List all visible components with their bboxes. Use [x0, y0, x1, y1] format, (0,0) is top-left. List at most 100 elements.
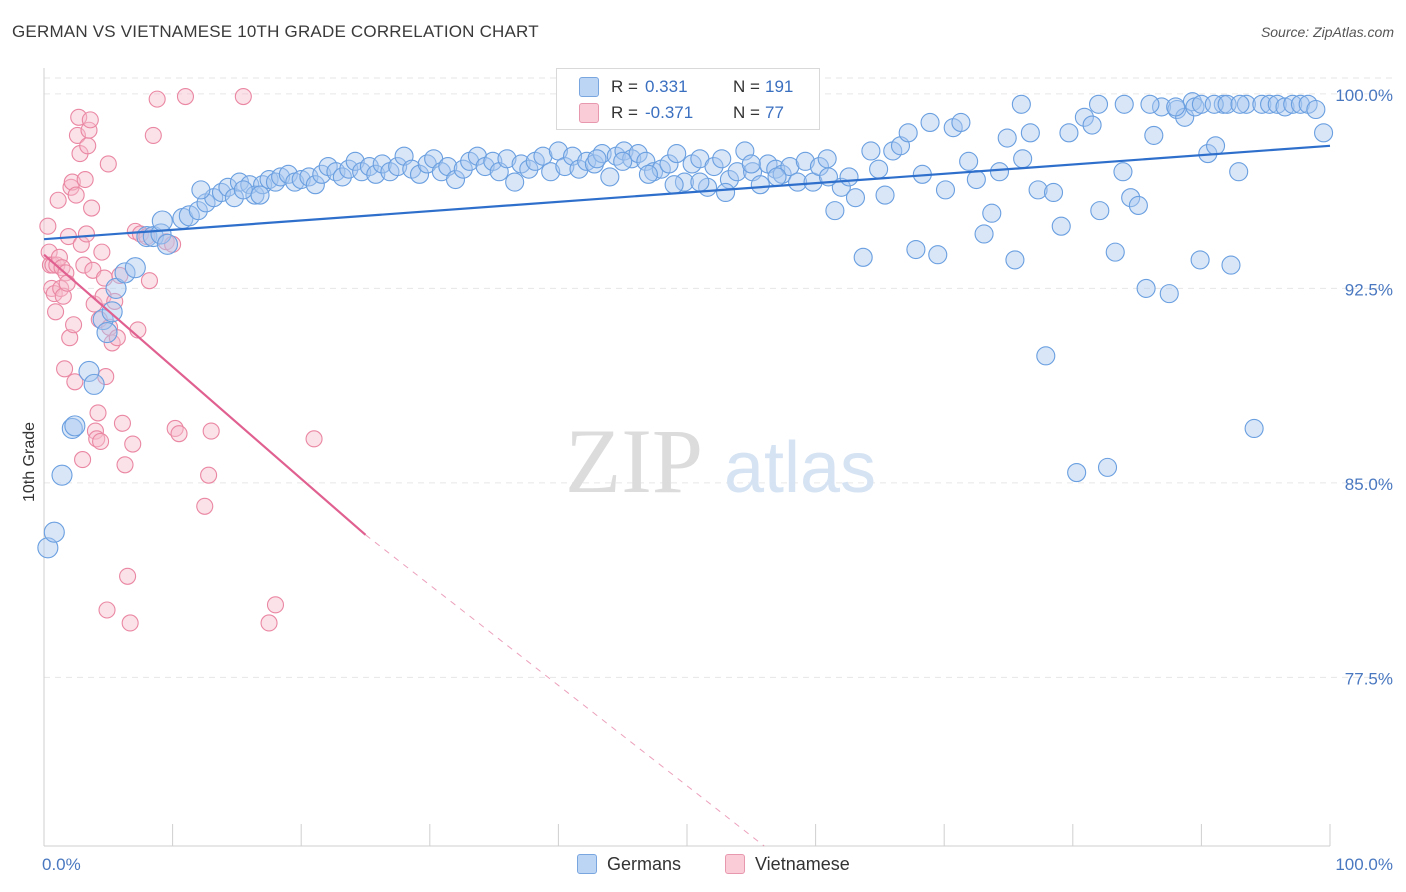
german-point: [1151, 97, 1172, 117]
vietnamese-point: [176, 87, 195, 106]
german-point: [898, 123, 918, 143]
axes: [43, 68, 1331, 847]
german-point: [188, 201, 208, 221]
german-point: [716, 182, 736, 203]
german-point: [1082, 115, 1102, 135]
german-point: [997, 128, 1017, 148]
y-tick-label: 100.0%: [1335, 86, 1393, 105]
german-point: [156, 233, 179, 255]
r-value: -0.371: [645, 103, 694, 122]
legend-item-germans: Germans: [577, 852, 681, 876]
german-point: [467, 146, 487, 166]
vietnamese-point: [121, 614, 139, 632]
german-point: [613, 151, 633, 171]
vietnamese-point: [93, 243, 111, 261]
stats-legend: R = 0.331 N = 191 R = -0.371 N = 77: [556, 68, 820, 130]
german-point: [505, 172, 525, 192]
german-point: [1260, 94, 1280, 114]
german-point: [974, 224, 994, 244]
vietnamese-point: [79, 137, 97, 155]
german-point: [366, 164, 386, 184]
german-point: [61, 417, 83, 440]
german-point: [1013, 149, 1033, 169]
german-point: [825, 201, 845, 221]
vietnamese-point: [140, 272, 159, 290]
german-points: [37, 92, 1334, 559]
vietnamese-point: [49, 191, 67, 209]
vietnamese-point: [260, 614, 278, 632]
vietnamese-point: [119, 567, 137, 585]
vietnamese-point: [99, 155, 117, 173]
vietnamese-point: [83, 199, 101, 217]
vietnamese-point: [75, 256, 93, 274]
german-point: [569, 159, 589, 179]
vietnamese-point: [113, 414, 131, 432]
german-point: [780, 156, 800, 177]
german-point: [555, 156, 575, 177]
german-point: [592, 144, 612, 164]
watermark: ZIP atlas: [565, 410, 876, 512]
r-value: 0.331: [645, 77, 688, 96]
source-label: Source: ZipAtlas.com: [1260, 24, 1394, 40]
legend-label: Germans: [607, 853, 682, 874]
vietnamese-point: [148, 90, 166, 108]
german-point: [1067, 463, 1087, 483]
german-point: [1028, 180, 1048, 200]
x-tick-label: 100.0%: [1335, 855, 1393, 874]
vietnamese-point: [111, 266, 129, 285]
german-point: [1136, 278, 1156, 298]
german-point: [741, 154, 761, 174]
vietnamese-point: [103, 334, 121, 352]
vietnamese-point: [39, 217, 57, 235]
y-axis-label: 10th Grade: [21, 422, 38, 502]
german-point: [1166, 97, 1186, 117]
vietnamese-point: [54, 287, 72, 305]
german-point: [1267, 94, 1287, 114]
german-point: [951, 112, 971, 133]
german-point: [1105, 242, 1125, 262]
german-point: [839, 167, 859, 187]
german-point: [1144, 125, 1164, 145]
german-point: [664, 175, 684, 195]
german-point: [861, 141, 881, 161]
german-point: [587, 149, 607, 169]
german-point: [928, 245, 948, 265]
german-point: [959, 151, 979, 171]
german-point: [1230, 94, 1250, 114]
vietnamese-point: [61, 329, 79, 347]
vietnamese-point: [144, 126, 162, 144]
vietnamese-point: [50, 248, 68, 266]
german-point: [483, 151, 503, 171]
german-point: [935, 180, 956, 200]
vietnamese-point: [74, 451, 92, 469]
german-point: [614, 141, 634, 161]
vietnamese-point: [234, 87, 252, 106]
german-point: [712, 149, 732, 169]
german-point: [1236, 94, 1256, 114]
german-point: [584, 154, 604, 174]
vietnamese-trend-line: [43, 253, 367, 536]
n-value: 77: [765, 103, 784, 122]
german-trend-line: [43, 144, 1331, 241]
vietnamese-point: [92, 432, 110, 450]
german-point: [1097, 457, 1118, 477]
german-point: [1036, 346, 1056, 366]
vietnamese-points: [39, 87, 323, 632]
vietnamese-point: [66, 373, 84, 391]
german-point: [1190, 250, 1210, 270]
german-point: [271, 167, 291, 187]
german-point: [875, 185, 895, 205]
vietnamese-point: [76, 170, 94, 189]
german-point: [445, 169, 466, 190]
german-point: [845, 188, 866, 208]
vietnamese-point: [63, 173, 81, 191]
legend-item-vietnamese: Vietnamese: [725, 852, 850, 876]
german-point: [1128, 195, 1148, 215]
german-point: [966, 169, 986, 190]
chart-title: GERMAN VS VIETNAMESE 10TH GRADE CORRELAT…: [12, 22, 539, 41]
german-point: [795, 151, 815, 171]
german-point: [690, 172, 710, 192]
german-point: [1314, 123, 1334, 143]
german-point: [1005, 250, 1025, 270]
german-point: [191, 180, 211, 200]
